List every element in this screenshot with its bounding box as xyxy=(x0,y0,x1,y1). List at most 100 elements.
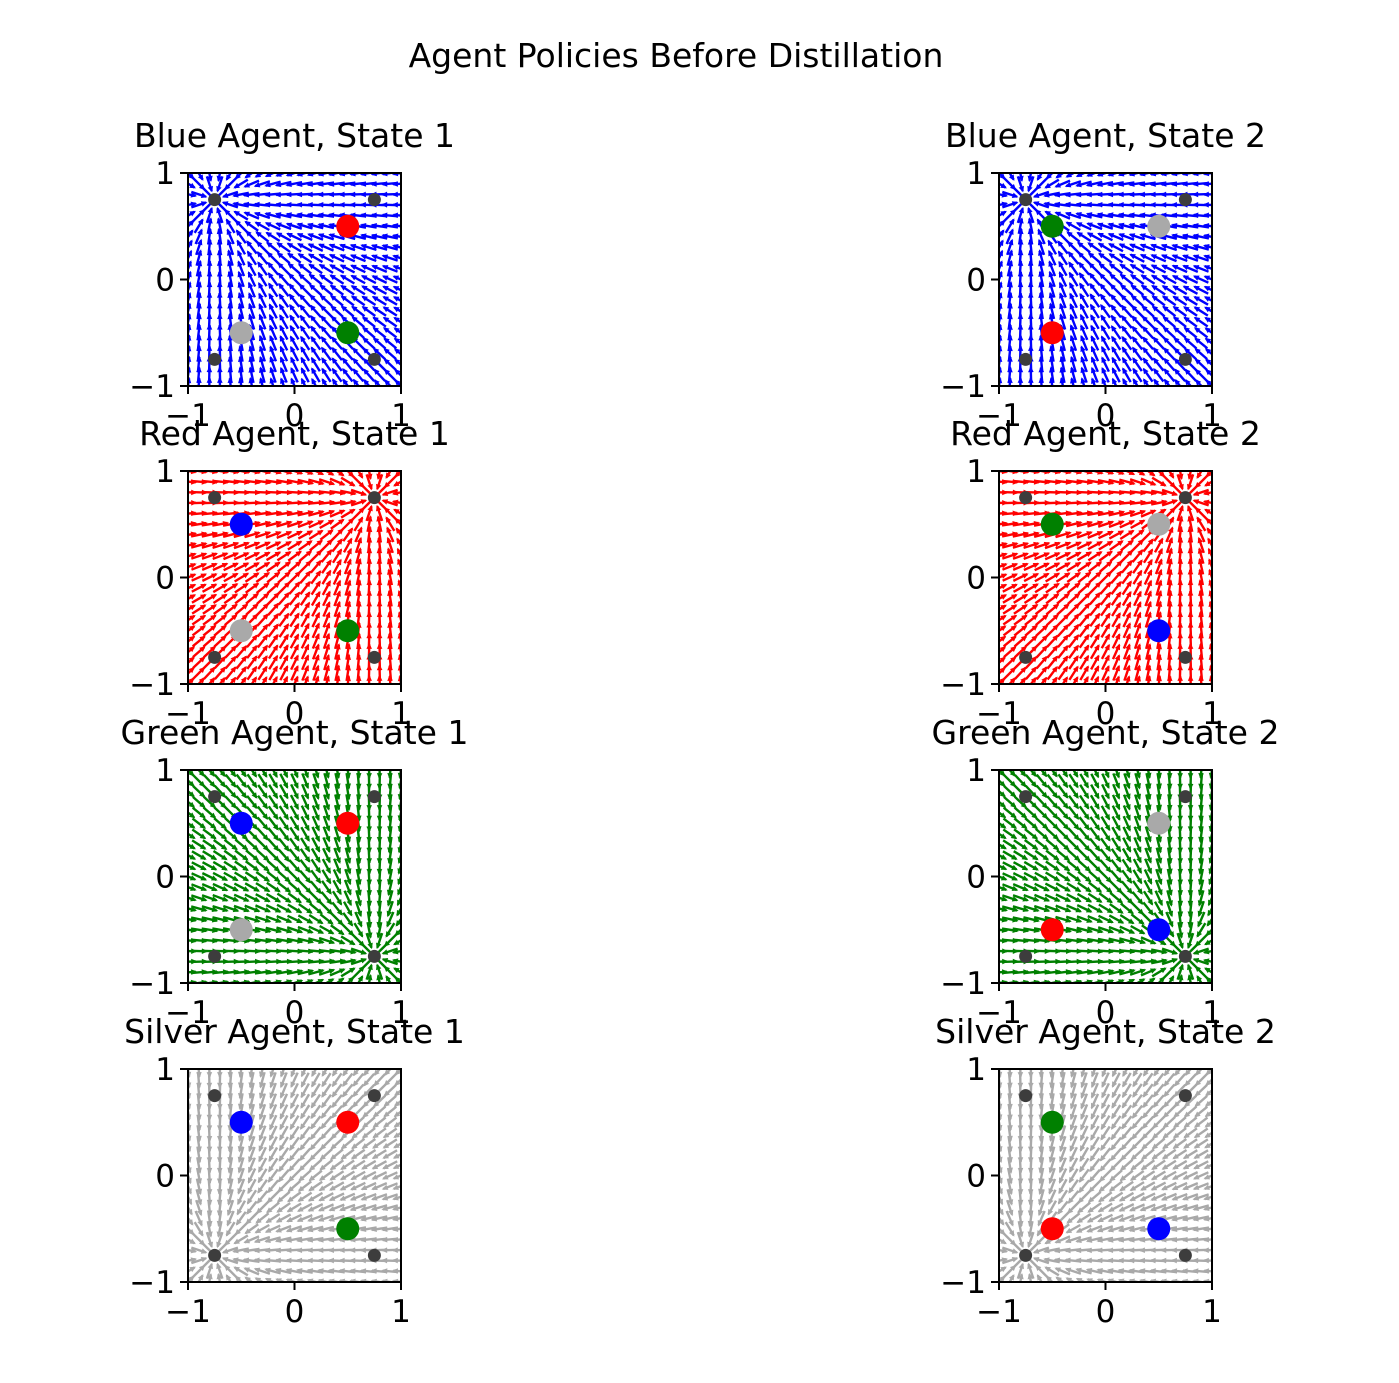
quiver-arrowhead xyxy=(1011,885,1019,891)
quiver-arrowhead xyxy=(1115,633,1121,640)
quiver-arrowhead xyxy=(349,202,356,208)
quiver-arrowhead xyxy=(336,909,343,916)
quiver-arrowhead xyxy=(209,812,217,819)
quiver-arrowhead xyxy=(1075,907,1083,913)
quiver-arrowhead xyxy=(345,783,352,790)
quiver-arrowhead xyxy=(346,889,352,896)
quiver-arrowhead xyxy=(999,822,1007,829)
quiver-arrowhead xyxy=(210,614,217,621)
quiver-arrowhead xyxy=(303,772,309,779)
quiver-arrowhead xyxy=(1080,334,1086,342)
quiver-arrowhead xyxy=(329,284,337,291)
quiver-arrowhead xyxy=(1011,563,1019,569)
quiver-arrowhead xyxy=(324,793,331,801)
quiver-arrowhead xyxy=(1105,581,1112,588)
quiver-arrowhead xyxy=(1125,590,1132,598)
quiver-arrowhead xyxy=(319,294,326,301)
quiver-arrowhead xyxy=(335,783,341,790)
quiver-arrowhead xyxy=(360,275,368,281)
x-tick-label: 0 xyxy=(285,696,305,732)
quiver-arrowhead xyxy=(391,958,399,964)
quiver-arrowhead xyxy=(294,855,301,863)
quiver-arrowhead xyxy=(210,583,218,590)
quiver-arrowhead xyxy=(315,570,322,577)
quiver-arrowhead xyxy=(345,794,352,801)
quiver-arrowhead xyxy=(251,634,258,641)
quiver-arrowhead xyxy=(1021,624,1028,631)
quiver-arrowhead xyxy=(1042,823,1049,830)
quiver-arrowhead xyxy=(296,233,304,239)
quiver-arrowhead xyxy=(356,836,362,844)
quiver-arrowhead xyxy=(1018,175,1024,183)
quiver-arrowhead xyxy=(1203,244,1210,250)
quiver-arrowhead xyxy=(284,866,291,873)
quiver-arrowhead xyxy=(1075,917,1083,923)
quiver-arrowhead xyxy=(1042,583,1050,589)
quiver-arrowhead xyxy=(1168,472,1175,479)
agent-marker-red xyxy=(1040,321,1064,345)
quiver-arrowhead xyxy=(1033,541,1040,548)
quiver-arrowhead xyxy=(1011,192,1019,198)
quiver-arrowhead xyxy=(1173,337,1180,344)
quiver-arrowhead xyxy=(317,212,324,218)
quiver-arrowhead xyxy=(352,368,359,375)
quiver-arrowhead xyxy=(1012,542,1019,548)
quiver-arrowhead xyxy=(357,526,363,534)
quiver-arrowhead xyxy=(328,480,336,486)
quiver-arrowhead xyxy=(1138,181,1146,187)
corner-marker xyxy=(1178,193,1192,207)
quiver-arrowhead xyxy=(366,900,373,907)
quiver-arrowhead xyxy=(303,654,309,661)
quiver-arrowhead xyxy=(320,336,327,343)
quiver-arrowhead xyxy=(1170,181,1178,187)
quiver-arrowhead xyxy=(314,622,320,629)
quiver-arrowhead xyxy=(1020,666,1027,673)
quiver-arrowhead xyxy=(1187,504,1193,512)
quiver-arrowhead xyxy=(1048,270,1054,278)
corner-marker xyxy=(208,949,222,963)
quiver-arrowhead xyxy=(1151,284,1158,291)
quiver-arrowhead xyxy=(266,251,273,258)
quiver-arrowhead xyxy=(1080,377,1086,384)
quiver-arrowhead xyxy=(1101,335,1107,342)
quiver-arrowhead xyxy=(350,285,358,291)
quiver-arrowhead xyxy=(1083,803,1090,810)
quiver-arrowhead xyxy=(282,782,289,789)
quiver-arrowhead xyxy=(1009,209,1017,216)
quiver-arrowhead xyxy=(342,378,349,386)
quiver-arrowhead xyxy=(275,531,282,537)
quiver-arrowhead xyxy=(1041,812,1049,820)
quiver-arrowhead xyxy=(303,793,309,800)
quiver-arrowhead xyxy=(252,823,259,831)
quiver-arrowhead xyxy=(1030,666,1038,673)
quiver-arrowhead xyxy=(264,191,271,198)
quiver-arrowhead xyxy=(1093,665,1100,672)
quiver-arrowhead xyxy=(1128,201,1135,208)
quiver-arrowhead xyxy=(262,834,269,841)
quiver-arrowhead xyxy=(221,192,229,198)
quiver-arrowhead xyxy=(1020,770,1027,777)
quiver-arrowhead xyxy=(1126,570,1133,577)
quiver-arrowhead xyxy=(1062,781,1069,789)
quiver-arrowhead xyxy=(189,833,196,839)
quiver-arrowhead xyxy=(1194,358,1201,365)
quiver-arrowhead xyxy=(1171,233,1178,239)
quiver-arrowhead xyxy=(1000,573,1008,579)
quiver-arrowhead xyxy=(372,316,379,323)
quiver-arrowhead xyxy=(1042,844,1049,851)
quiver-arrowhead xyxy=(290,366,296,374)
quiver-arrowhead xyxy=(1130,304,1138,312)
quiver-arrowhead xyxy=(1059,271,1065,278)
y-tick-label: 0 xyxy=(155,860,175,896)
quiver-arrowhead xyxy=(304,814,310,821)
quiver-arrowhead xyxy=(999,656,1006,663)
quiver-arrowhead xyxy=(1094,824,1101,831)
quiver-arrowhead xyxy=(350,958,357,964)
quiver-arrowhead xyxy=(189,210,196,217)
x-tick-label: −1 xyxy=(165,696,211,732)
quiver-arrowhead xyxy=(261,771,268,778)
quiver-arrowhead xyxy=(1075,551,1082,558)
quiver-arrowhead xyxy=(264,181,271,188)
quiver-arrowhead xyxy=(1121,325,1128,332)
y-tick-label: 0 xyxy=(155,561,175,597)
